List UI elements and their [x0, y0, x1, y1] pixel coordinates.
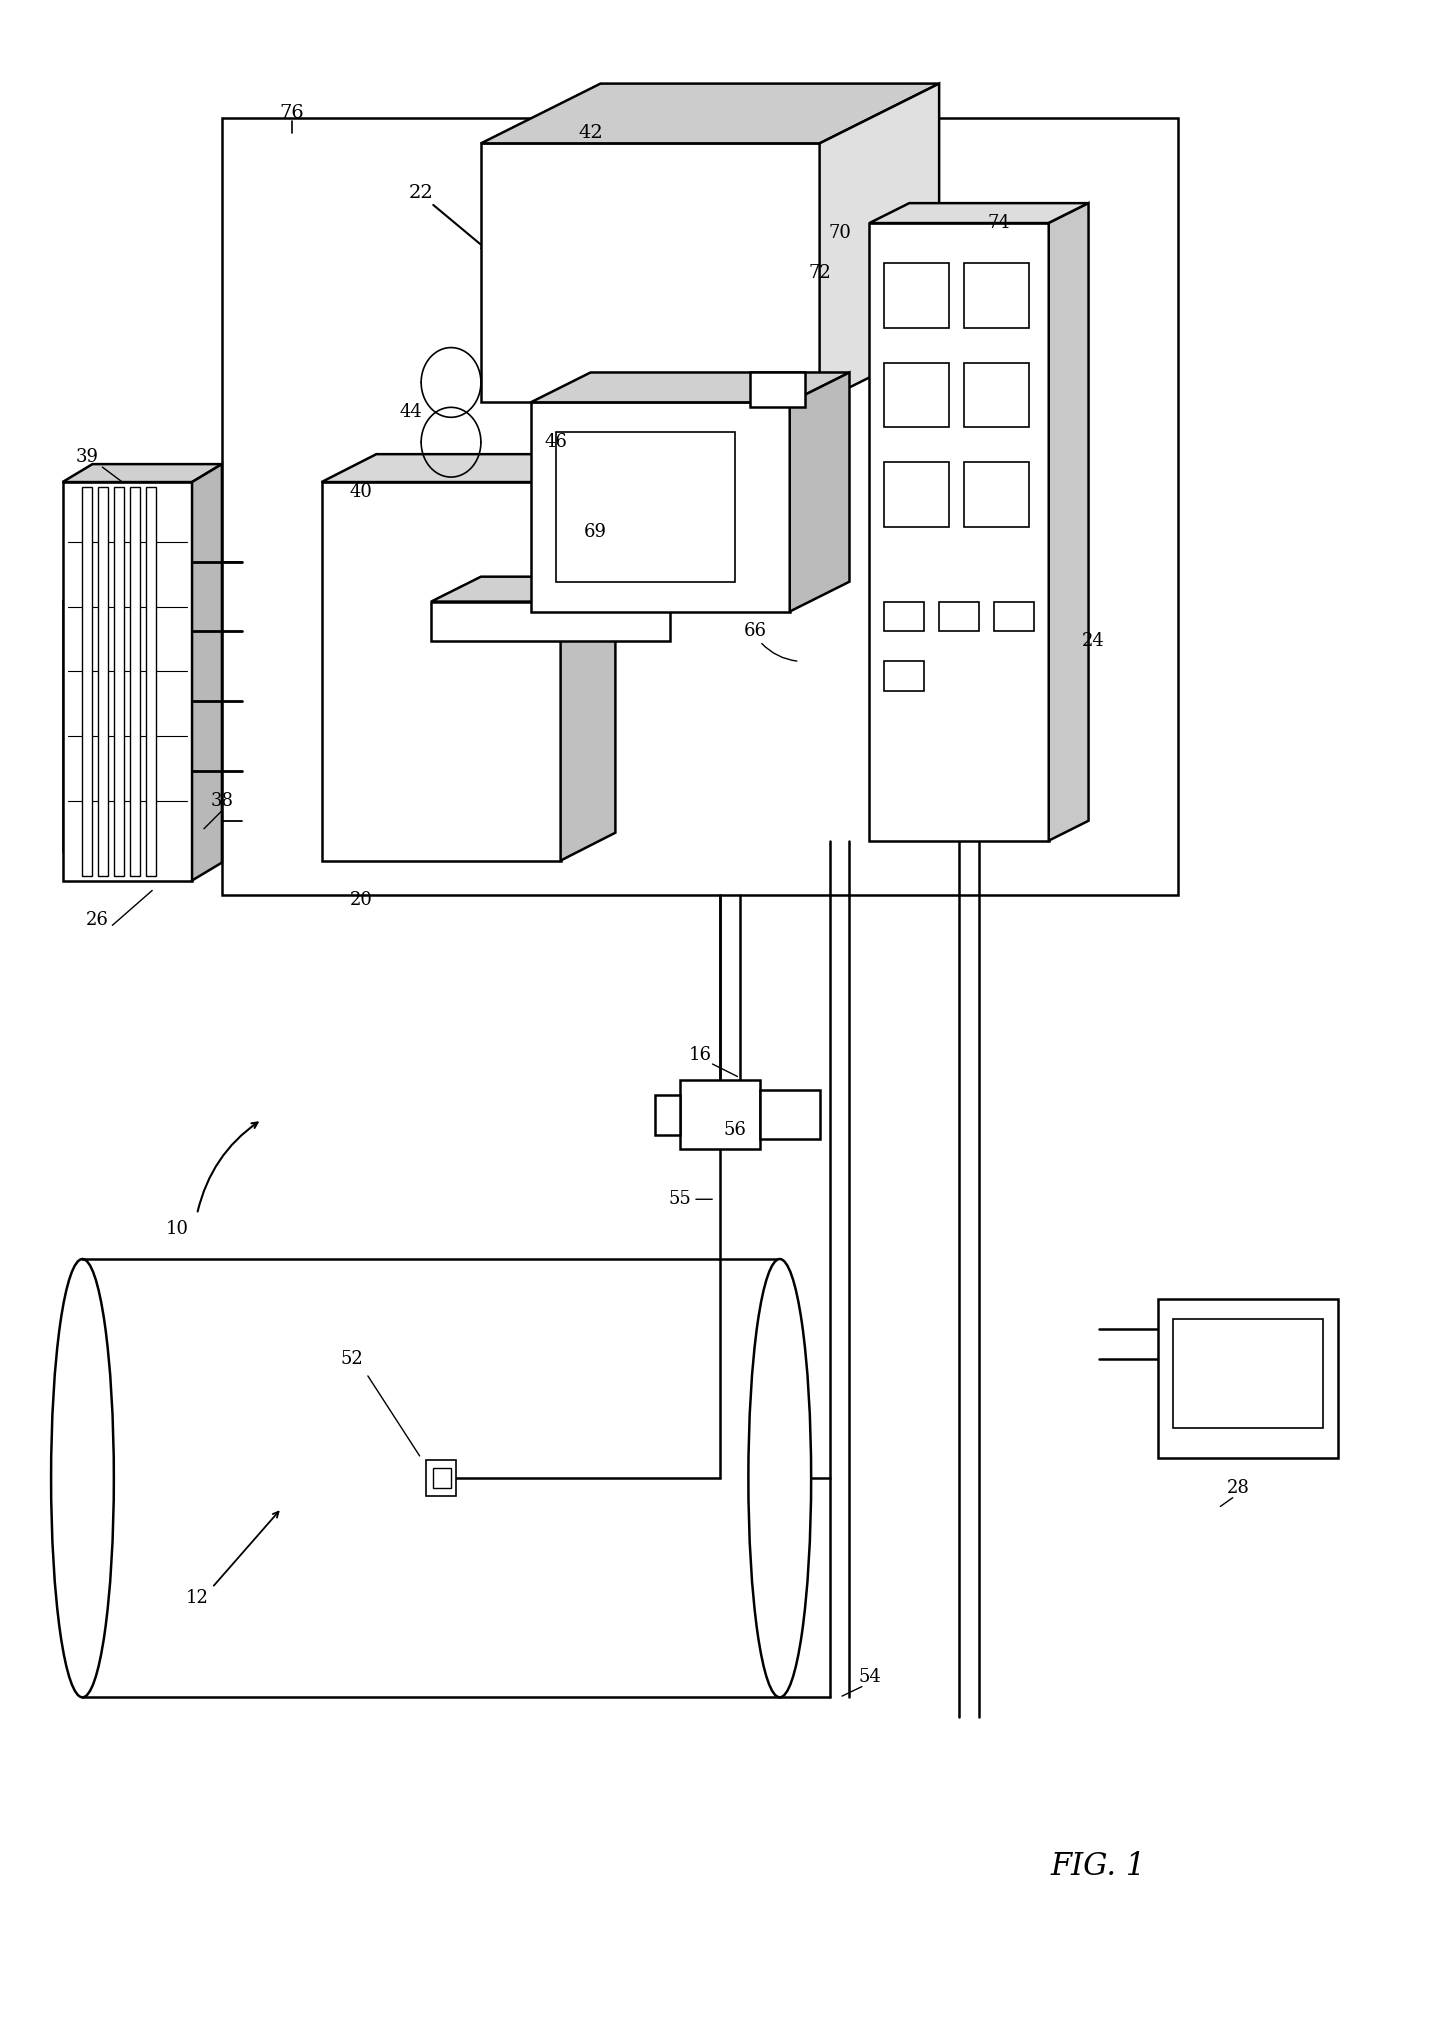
Polygon shape [63, 584, 219, 602]
Bar [99, 487, 109, 875]
Bar [994, 602, 1034, 632]
Bar [146, 487, 156, 875]
Text: 20: 20 [350, 891, 373, 909]
Text: 74: 74 [988, 214, 1011, 232]
Bar [885, 661, 923, 691]
Text: 38: 38 [211, 792, 234, 810]
Polygon shape [869, 204, 1088, 222]
Text: 24: 24 [1083, 632, 1106, 650]
Bar [222, 119, 1179, 895]
Bar [426, 1460, 456, 1497]
Text: 76: 76 [280, 105, 304, 123]
Bar [63, 483, 192, 881]
Bar [480, 143, 820, 402]
Bar [964, 463, 1028, 527]
Bar [63, 602, 192, 850]
Polygon shape [63, 465, 222, 483]
Ellipse shape [749, 1258, 812, 1697]
Bar [885, 602, 923, 632]
Text: 42: 42 [578, 125, 602, 141]
Bar [939, 602, 979, 632]
Bar [321, 483, 561, 861]
Polygon shape [192, 465, 222, 881]
Bar [432, 602, 670, 642]
Text: 26: 26 [86, 911, 109, 929]
Polygon shape [820, 83, 939, 402]
Text: 66: 66 [743, 622, 766, 640]
Bar [115, 487, 125, 875]
Ellipse shape [52, 1258, 113, 1697]
Polygon shape [432, 576, 720, 602]
Text: 22: 22 [409, 184, 433, 202]
Polygon shape [321, 454, 615, 483]
Bar [760, 1089, 820, 1139]
Polygon shape [561, 454, 615, 861]
Bar [83, 487, 92, 875]
Bar [555, 432, 736, 582]
Bar [680, 1081, 760, 1149]
Bar [1173, 1319, 1322, 1428]
Text: 52: 52 [340, 1349, 363, 1368]
Text: 12: 12 [185, 1588, 208, 1606]
Bar [750, 372, 804, 408]
Bar [433, 1469, 452, 1489]
Text: 55: 55 [668, 1190, 691, 1208]
Bar [1159, 1299, 1338, 1458]
Text: 54: 54 [858, 1669, 880, 1687]
Polygon shape [790, 372, 849, 612]
Text: 16: 16 [688, 1046, 711, 1065]
Bar [885, 362, 949, 428]
Polygon shape [1048, 204, 1088, 840]
Bar [885, 263, 949, 327]
Text: FIG. 1: FIG. 1 [1051, 1850, 1146, 1883]
Polygon shape [480, 83, 939, 143]
Text: 69: 69 [584, 523, 607, 541]
Bar [885, 463, 949, 527]
Bar [964, 362, 1028, 428]
Text: 72: 72 [809, 265, 830, 283]
Bar [130, 487, 141, 875]
Text: 70: 70 [827, 224, 850, 242]
Text: 28: 28 [1226, 1479, 1249, 1497]
Text: 39: 39 [76, 448, 99, 467]
Polygon shape [531, 372, 849, 402]
Bar [869, 222, 1048, 840]
Text: 40: 40 [350, 483, 373, 501]
Bar [964, 263, 1028, 327]
Text: 10: 10 [165, 1220, 189, 1238]
Text: 46: 46 [543, 432, 566, 450]
Bar [531, 402, 790, 612]
Polygon shape [192, 584, 219, 850]
Text: 44: 44 [400, 404, 423, 422]
Bar [655, 1095, 680, 1135]
Text: 56: 56 [724, 1121, 746, 1139]
